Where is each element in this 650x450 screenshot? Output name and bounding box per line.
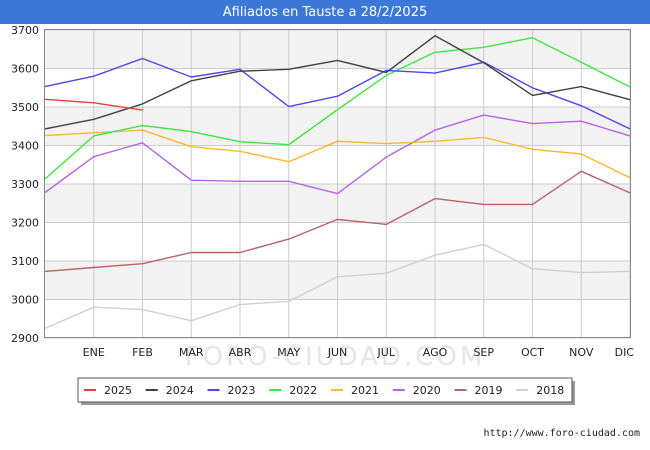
series-line-2023	[44, 57, 631, 130]
x-tick-label: DIC	[615, 346, 635, 359]
x-tick-label: JUL	[377, 346, 396, 359]
source-url: http://www.foro-ciudad.com	[483, 428, 640, 439]
y-tick-label: 3300	[11, 178, 39, 191]
x-tick-label: FEB	[132, 346, 153, 359]
y-tick-label: 3600	[11, 63, 39, 76]
legend-label-2023: 2023	[228, 384, 256, 397]
x-tick-label: ENE	[83, 346, 105, 359]
series-line-2020	[44, 114, 631, 195]
legend-box	[77, 377, 573, 403]
series-line-2018	[44, 243, 631, 330]
y-tick-label: 3100	[11, 255, 39, 268]
plot-frame	[44, 29, 631, 338]
x-tick-label: SEP	[473, 346, 494, 359]
x-tick-label: JUN	[327, 346, 348, 359]
legend-label-2019: 2019	[475, 384, 503, 397]
chart-title: Afiliados en Tauste a 28/2/2025	[0, 0, 650, 24]
y-tick-label: 3200	[11, 217, 39, 230]
legend-label-2022: 2022	[289, 384, 317, 397]
legend-label-2024: 2024	[166, 384, 194, 397]
x-axis-ticks: ENE FEB MAR ABR MAY JUN JUL AGO SEP OCT NOV DIC	[83, 346, 635, 359]
x-tick-label: MAR	[179, 346, 204, 359]
watermark-text: FORO-CIUDAD.COM	[185, 342, 486, 372]
series-line-2019	[44, 170, 631, 273]
y-tick-label: 3400	[11, 140, 39, 153]
x-tick-label: OCT	[521, 346, 544, 359]
legend-label-2020: 2020	[413, 384, 441, 397]
y-tick-label: 3700	[11, 24, 39, 37]
y-tick-label: 3500	[11, 101, 39, 114]
legend-label-2018: 2018	[536, 384, 564, 397]
x-tick-label: MAY	[277, 346, 300, 359]
series-line-2022	[44, 37, 631, 180]
legend-label-2025: 2025	[104, 384, 132, 397]
series-line-2024	[44, 35, 631, 130]
series-line-2021	[44, 129, 631, 179]
series-line-2025	[44, 98, 143, 111]
x-tick-label: ABR	[229, 346, 252, 359]
x-tick-label: NOV	[569, 346, 594, 359]
y-tick-label: 2900	[11, 332, 39, 345]
legend: 2025 2024 2023 2022 2021 2020 2019 2018	[77, 377, 575, 405]
y-axis-ticks: 2900 3000 3100 3200 3300 3400 3500 3600 3700	[11, 24, 39, 345]
legend-label-2021: 2021	[351, 384, 379, 397]
y-tick-label: 3000	[11, 294, 39, 307]
x-tick-label: AGO	[423, 346, 448, 359]
series-layer	[44, 35, 631, 330]
